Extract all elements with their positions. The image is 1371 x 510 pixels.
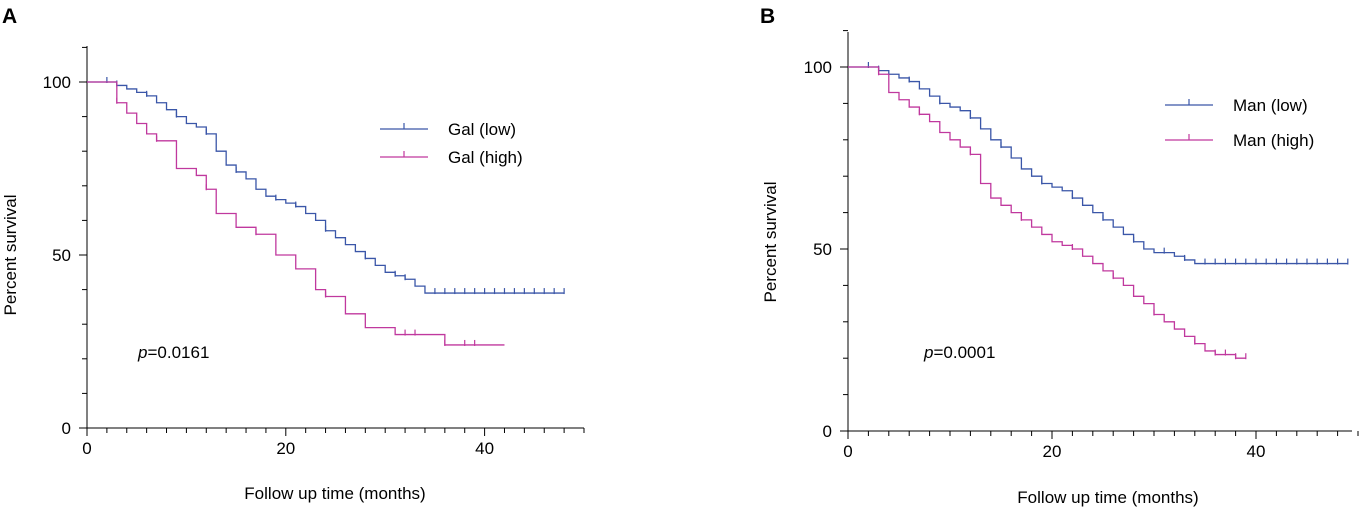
- x-axis-title-b: Follow up time (months): [1017, 488, 1198, 507]
- x-tick-label-a: 40: [475, 439, 494, 458]
- p-value-a: p=0.0161: [137, 343, 209, 362]
- x-tick-label-a: 0: [82, 439, 91, 458]
- legend-label-gal-high: Gal (high): [448, 148, 523, 167]
- p-value-b: p=0.0001: [923, 343, 995, 362]
- x-tick-label-b: 0: [843, 442, 852, 461]
- p-value-prefix-b: p: [923, 343, 933, 362]
- y-tick-label-a: 100: [43, 73, 71, 92]
- y-tick-label-a: 50: [52, 246, 71, 265]
- y-axis-title-a: Percent survival: [1, 195, 20, 316]
- x-tick-label-b: 40: [1247, 442, 1266, 461]
- y-axis-title-b: Percent survival: [761, 182, 780, 303]
- x-tick-label-b: 20: [1043, 442, 1062, 461]
- legend-label-man-high: Man (high): [1233, 131, 1314, 150]
- survival-curve-gal-low: [87, 81, 565, 294]
- legend-label-gal-low: Gal (low): [448, 120, 516, 139]
- p-value-number-a: =0.0161: [147, 343, 209, 362]
- y-tick-label-b: 0: [823, 422, 832, 441]
- panel-letter-b: B: [760, 5, 775, 28]
- survival-curve-gal-high: [87, 81, 505, 346]
- p-value-number-b: =0.0001: [933, 343, 995, 362]
- y-tick-label-a: 0: [62, 419, 71, 438]
- p-value-prefix-a: p: [137, 343, 147, 362]
- y-tick-label-b: 50: [813, 240, 832, 259]
- panel-b: B 0 50 100 0 20 40 Man (low) Man (high) Follow…: [760, 5, 1359, 507]
- panel-a: A 0 50 100 0 20 40 Gal (low) Gal (high) Follow…: [1, 5, 585, 503]
- survival-curve-man-high: [848, 66, 1246, 359]
- y-tick-label-b: 100: [804, 58, 832, 77]
- x-axis-title-a: Follow up time (months): [244, 484, 425, 503]
- x-tick-label-a: 20: [276, 439, 295, 458]
- survival-curve-man-low: [848, 66, 1348, 265]
- panel-letter-a: A: [2, 5, 17, 28]
- legend-label-man-low: Man (low): [1233, 96, 1308, 115]
